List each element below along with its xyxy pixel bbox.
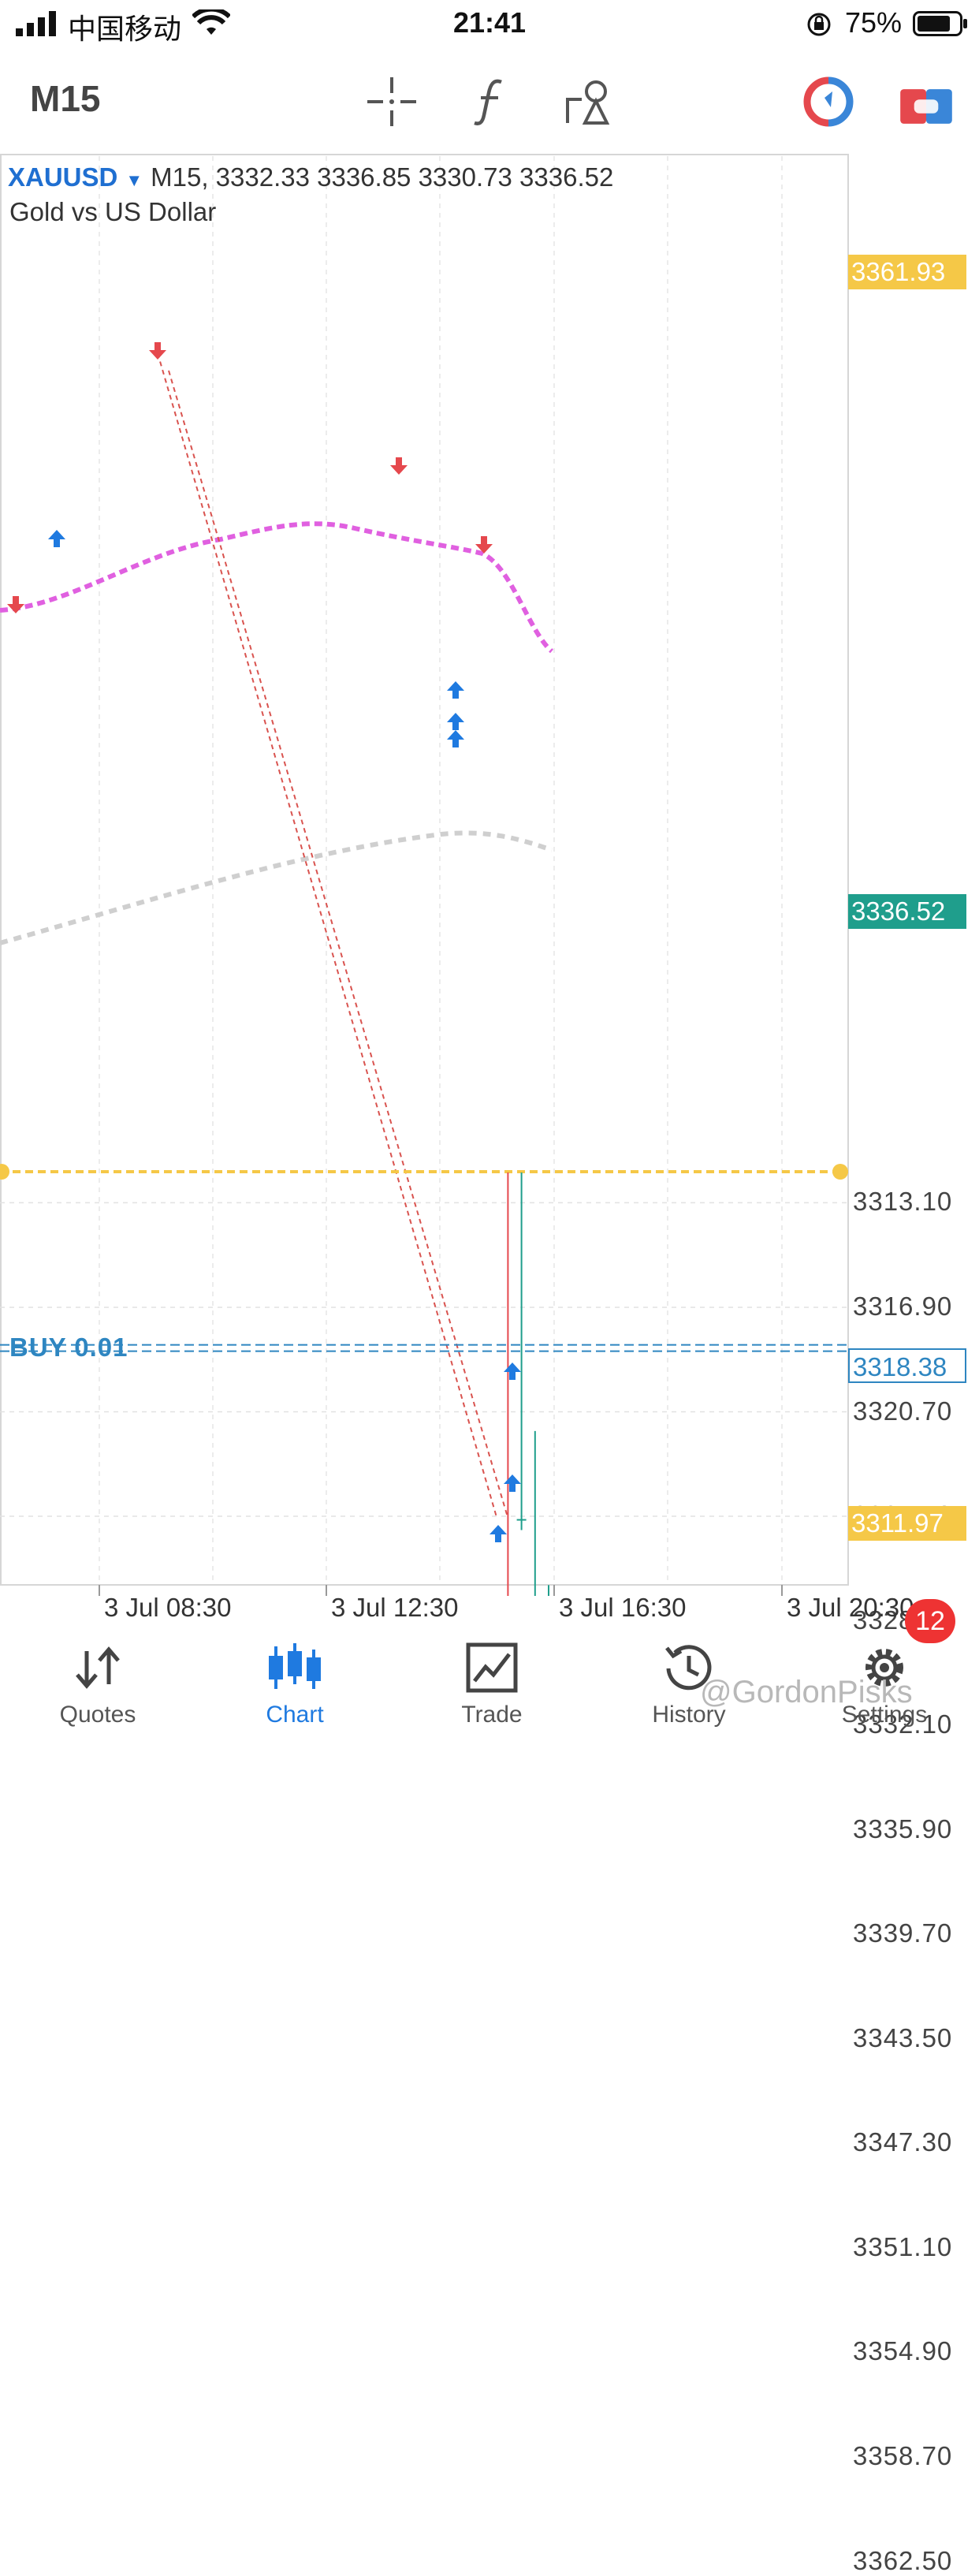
- candles-icon: [269, 1643, 321, 1689]
- price-tick-label: 3339.70: [853, 1918, 953, 1948]
- price-tick-label: 3351.10: [853, 2231, 953, 2261]
- symbol-name[interactable]: XAUUSD: [8, 162, 118, 192]
- tab-quotes[interactable]: Quotes: [19, 1632, 177, 1741]
- time-tick-label: 3 Jul 12:30: [331, 1593, 459, 1622]
- buy-signal-arrow: [447, 681, 464, 699]
- buy-position-label[interactable]: BUY 0.01: [9, 1333, 128, 1362]
- status-bar: 中国移动 21:41 75%: [0, 0, 979, 49]
- tab-quotes-label: Quotes: [59, 1702, 136, 1728]
- candle: [516, 1519, 527, 1521]
- signal-icon: [16, 11, 56, 36]
- price-tick-label: 3343.50: [853, 2022, 953, 2052]
- indicator-function-icon[interactable]: [463, 74, 519, 129]
- crosshair-icon[interactable]: [364, 74, 419, 129]
- buy-position-tag[interactable]: 3318.38: [848, 1348, 966, 1383]
- wifi-icon: [192, 9, 230, 35]
- sell-signal-arrow: [475, 536, 493, 554]
- bottom-tab-bar: Quotes Chart Trade History Settings: [0, 1632, 979, 1741]
- settings-notification-badge: 12: [905, 1599, 955, 1643]
- price-tick-label: 3354.90: [853, 2336, 953, 2366]
- time-tick-label: 3 Jul 20:30: [787, 1593, 914, 1622]
- sell-signal-arrow: [7, 596, 24, 613]
- line-handle[interactable]: [832, 1163, 848, 1180]
- tab-chart[interactable]: Chart: [216, 1632, 374, 1741]
- timeframe-button[interactable]: M15: [30, 78, 101, 119]
- time-tick-label: 3 Jul 16:30: [559, 1593, 687, 1622]
- gear-icon: [865, 1649, 903, 1687]
- battery-icon: [913, 11, 967, 36]
- tab-history-label: History: [652, 1702, 726, 1728]
- account-toggle-icon[interactable]: [801, 74, 856, 129]
- chart-toolbar: M15: [0, 63, 979, 150]
- time-tick-label: 3 Jul 08:30: [104, 1593, 232, 1622]
- price-tick-label: 3362.50: [853, 2545, 953, 2575]
- ma-magenta-line: [0, 521, 554, 654]
- symbol-dropdown-icon[interactable]: ▼: [125, 170, 143, 190]
- order-icon[interactable]: [899, 79, 954, 134]
- objects-icon[interactable]: [561, 74, 616, 129]
- sell-signal-arrow: [149, 342, 166, 360]
- price-tick-label: 3313.10: [853, 1187, 953, 1217]
- price-tick-label: 3332.10: [853, 1709, 953, 1739]
- buy-signal-arrow: [504, 1363, 521, 1380]
- buy-signal-arrow: [489, 1525, 507, 1542]
- chart-frame: [0, 154, 849, 1586]
- current-price-tag: 3336.52: [848, 894, 966, 929]
- chart-symbol-info: XAUUSD ▼ M15, 3332.33 3336.85 3330.73 3336…: [8, 162, 613, 192]
- watermark: @GordonPisks: [700, 1675, 913, 1709]
- trade-chart-icon: [466, 1642, 518, 1693]
- ohlc-info: M15, 3332.33 3336.85 3330.73 3336.52: [151, 162, 614, 192]
- tab-chart-label: Chart: [266, 1702, 324, 1728]
- tab-settings-label: Settings: [841, 1702, 928, 1728]
- battery-percent: 75%: [845, 6, 903, 39]
- history-clock-icon: [665, 1645, 712, 1691]
- orientation-lock-icon: [807, 13, 831, 36]
- price-tick-label: 3358.70: [853, 2440, 953, 2470]
- trendline-1: [157, 352, 497, 1518]
- ma-long-line: [0, 830, 553, 945]
- price-tick-label: 3316.90: [853, 1291, 953, 1321]
- price-tick-label: 3347.30: [853, 2127, 953, 2157]
- buy-signal-arrow: [447, 730, 464, 747]
- tab-trade-label: Trade: [461, 1702, 523, 1728]
- quotes-arrows-icon: [76, 1646, 120, 1689]
- buy-signal-arrow: [504, 1474, 521, 1492]
- sell-signal-arrow: [390, 457, 408, 475]
- buy-signal-arrow: [447, 713, 464, 730]
- tab-settings[interactable]: Settings: [806, 1632, 963, 1741]
- price-chart[interactable]: [0, 153, 979, 1596]
- low-line-tag: 3311.97: [848, 1506, 966, 1541]
- price-tick-label: 3335.90: [853, 1814, 953, 1843]
- carrier-name: 中国移动: [68, 13, 182, 45]
- buy-signal-arrow: [48, 530, 65, 547]
- price-tick-label: 3320.70: [853, 1396, 953, 1426]
- tab-trade[interactable]: Trade: [413, 1632, 571, 1741]
- tab-history[interactable]: History: [610, 1632, 768, 1741]
- line-handle[interactable]: [0, 1163, 9, 1180]
- high-line-tag: 3361.93: [848, 255, 966, 289]
- symbol-description: Gold vs US Dollar: [9, 197, 217, 226]
- clock: 21:41: [452, 6, 527, 39]
